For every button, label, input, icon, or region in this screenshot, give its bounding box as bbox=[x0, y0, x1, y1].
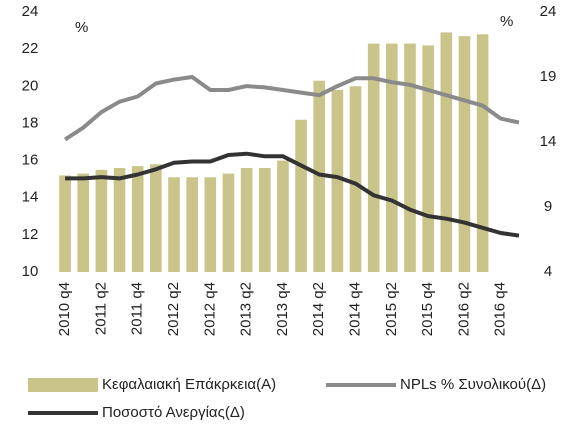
bar bbox=[440, 32, 453, 272]
y-tick-label: 18 bbox=[22, 114, 39, 131]
bar bbox=[113, 168, 126, 272]
x-tick-label: 2011 q4 bbox=[129, 282, 146, 335]
y2-tick-label: 4 bbox=[544, 263, 552, 280]
x-tick-label: 2012 q2 bbox=[165, 282, 182, 336]
bar bbox=[59, 175, 71, 272]
y2-tick-label: 14 bbox=[540, 133, 557, 150]
bar bbox=[131, 166, 144, 272]
x-tick-label: 2013 q2 bbox=[238, 282, 255, 336]
x-tick-label: 2016 q4 bbox=[492, 282, 509, 336]
y-tick-label: 24 bbox=[22, 3, 39, 20]
bar bbox=[367, 43, 380, 273]
bar bbox=[476, 34, 489, 273]
y-tick-label: 16 bbox=[22, 152, 39, 169]
bar bbox=[186, 177, 198, 272]
y2-tick-label: 9 bbox=[544, 198, 552, 215]
x-tick-label: 2015 q2 bbox=[383, 282, 400, 336]
bar bbox=[404, 43, 416, 273]
x-tick-label: 2015 q4 bbox=[419, 282, 436, 336]
bar bbox=[204, 177, 217, 272]
x-tick-label: 2012 q4 bbox=[201, 282, 218, 336]
x-tick-label: 2013 q4 bbox=[274, 282, 291, 336]
x-tick-label: 2011 q2 bbox=[92, 282, 109, 335]
bar bbox=[458, 36, 471, 273]
legend-label: NPLs % Συνολικού(Δ) bbox=[400, 376, 546, 393]
x-tick-label: 2010 q4 bbox=[56, 282, 73, 336]
legend-label: Ποσοστό Ανεργίας(Δ) bbox=[102, 404, 245, 421]
bar bbox=[277, 160, 289, 272]
bar bbox=[77, 173, 90, 272]
y-tick-label: 14 bbox=[22, 189, 39, 206]
y-tick-label: 12 bbox=[22, 226, 39, 243]
y-unit: % bbox=[75, 19, 88, 36]
bar bbox=[422, 45, 434, 272]
y-tick-label: 10 bbox=[22, 263, 39, 280]
y-tick-label: 20 bbox=[22, 77, 39, 94]
y2-unit: % bbox=[500, 13, 513, 30]
line bbox=[63, 75, 520, 142]
bar bbox=[168, 177, 180, 272]
bar bbox=[150, 164, 162, 272]
x-tick-label: 2014 q2 bbox=[310, 282, 327, 336]
bar bbox=[349, 86, 362, 273]
y-tick-label: 22 bbox=[22, 40, 39, 57]
line bbox=[65, 151, 520, 238]
bar bbox=[331, 90, 344, 272]
legend-swatch bbox=[28, 378, 98, 392]
y2-tick-label: 24 bbox=[540, 3, 557, 20]
bar bbox=[240, 168, 253, 272]
bar bbox=[222, 173, 235, 272]
bar bbox=[295, 119, 307, 272]
y2-tick-label: 19 bbox=[540, 68, 557, 85]
bar bbox=[258, 168, 271, 272]
bar bbox=[386, 43, 398, 273]
legend-label: Κεφαλαιακή Επάκρκεια(Α) bbox=[102, 376, 276, 393]
x-tick-label: 2014 q4 bbox=[347, 282, 364, 336]
bar bbox=[95, 169, 108, 272]
x-tick-label: 2016 q2 bbox=[455, 282, 472, 336]
